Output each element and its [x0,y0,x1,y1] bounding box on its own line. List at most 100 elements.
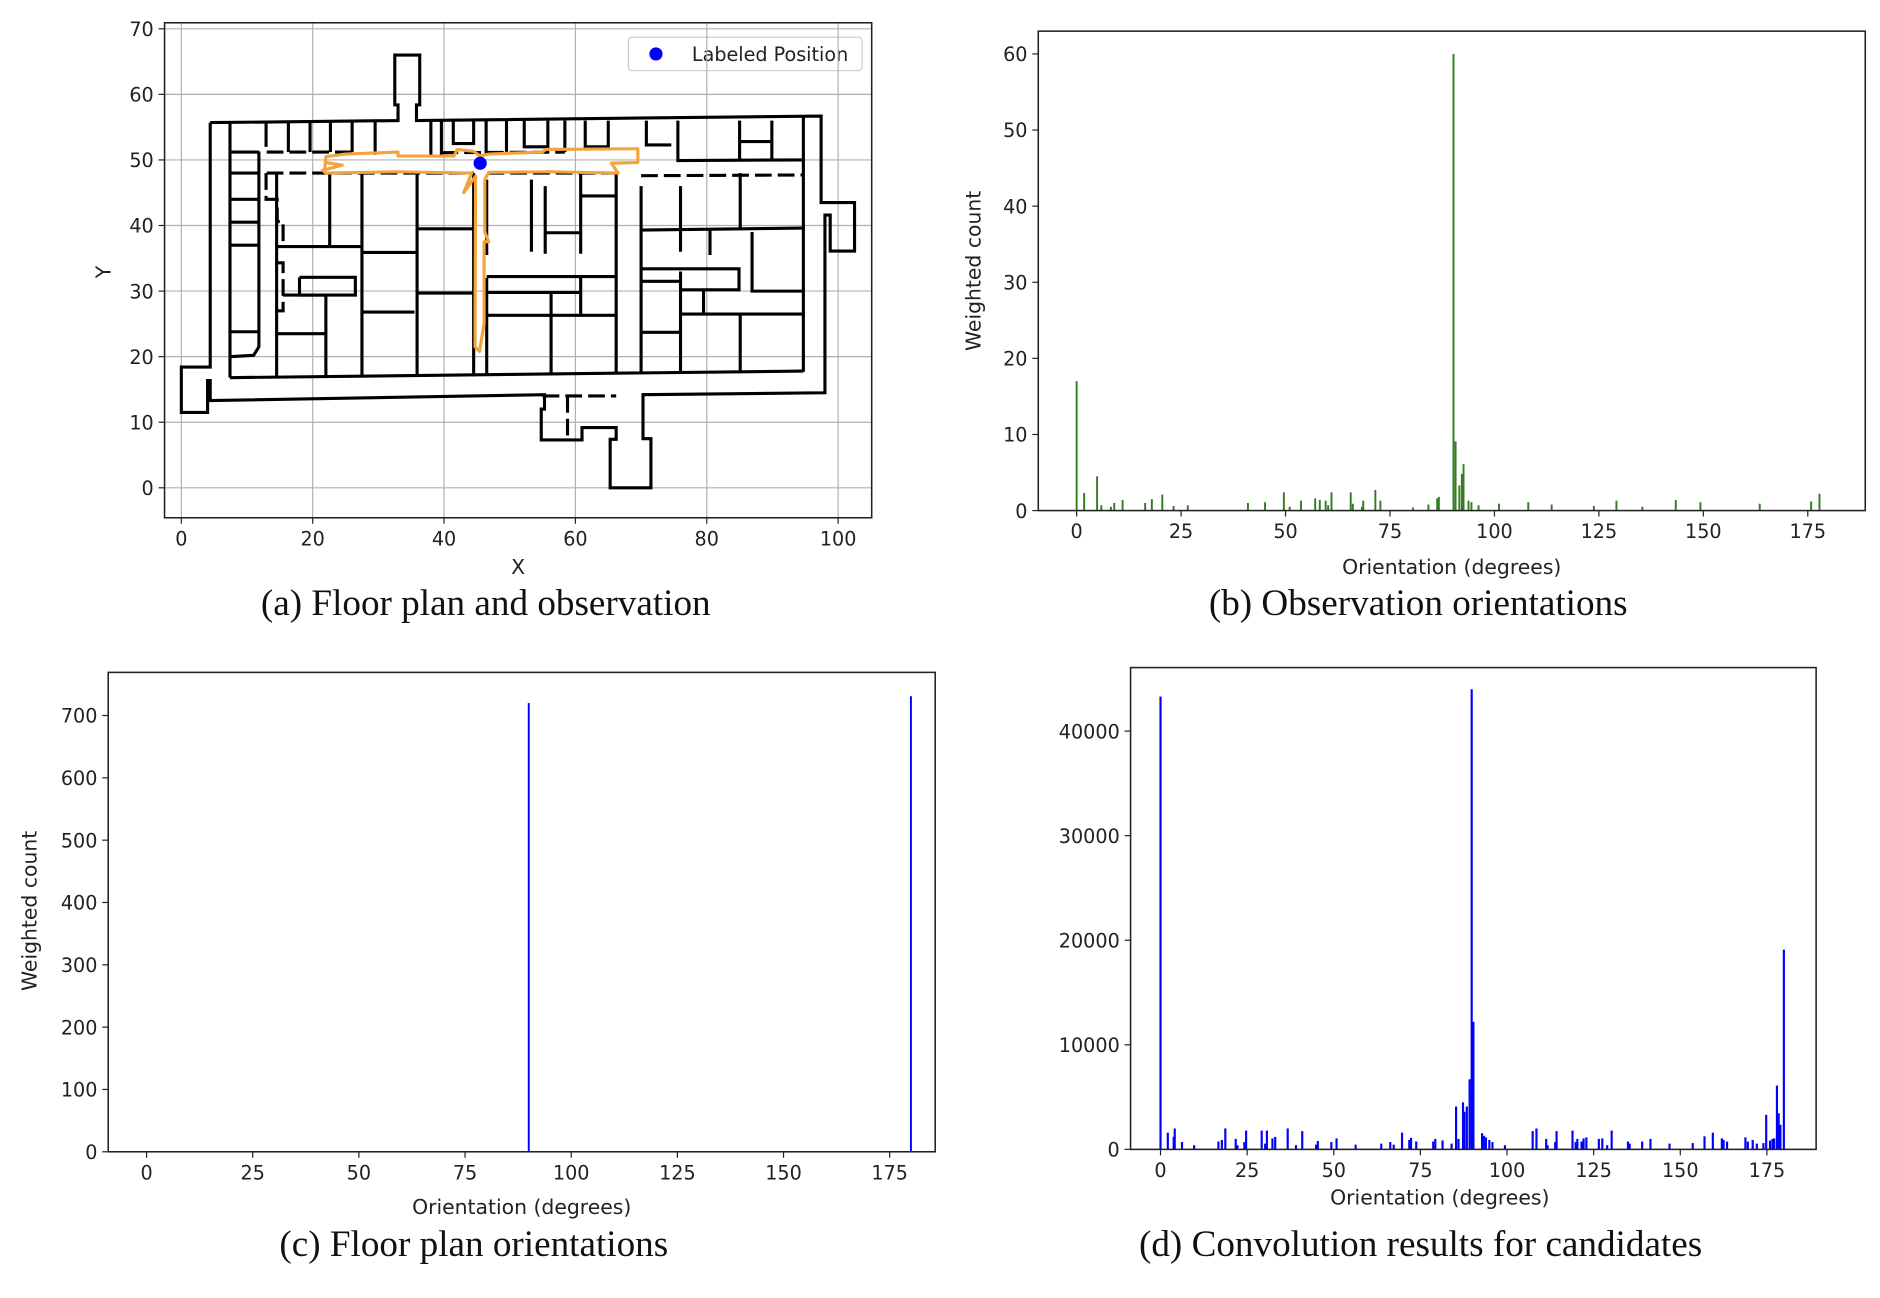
bar [1282,492,1285,511]
bar [1075,381,1078,511]
y-tick-label: 20 [129,346,153,369]
plot-area [1159,689,1785,1150]
bar [1711,1132,1714,1150]
bar [1470,502,1473,511]
bar [1324,500,1327,511]
bar [1468,1079,1471,1150]
panel-b-xlabel: Orientation (degrees) [1342,555,1561,579]
bar [1531,1131,1534,1150]
bar [1550,504,1553,511]
bar [1580,1141,1583,1150]
panel-a-xlabel: X [511,555,525,579]
bar [1109,506,1112,511]
bar [1574,1142,1577,1150]
bar [1243,1142,1246,1150]
x-tick-label: 80 [695,527,719,550]
bar [1166,1132,1169,1150]
x-tick-label: 20 [300,527,324,550]
bar [1527,502,1530,511]
bar [1415,1141,1418,1150]
y-tick-label: 0 [1015,500,1027,523]
bar [1234,1138,1237,1150]
bar [1484,1137,1487,1150]
wall [208,53,857,490]
bar [1491,1142,1494,1150]
x-tick-label: 0 [140,1161,152,1184]
bar [1555,1131,1558,1150]
bar [1649,1138,1652,1150]
labeled-position-marker [473,156,487,170]
bar [1260,1130,1263,1150]
y-tick-label: 40000 [1059,720,1120,743]
bar [1746,1141,1749,1150]
bar [1294,1145,1298,1150]
bar [1450,1143,1453,1150]
bar [1301,1131,1304,1150]
bar [1335,1138,1338,1150]
bar [1779,1124,1782,1150]
wall [451,120,476,146]
bar [1434,1138,1437,1150]
y-tick-label: 400 [61,892,98,915]
x-tick-label: 60 [563,527,587,550]
panel-b: Orientation (degrees) Weighted count (b)… [962,30,1867,624]
x-tick-label: 100 [1476,520,1513,543]
x-tick-label: 150 [765,1161,802,1184]
y-tick-label: 60 [129,84,153,107]
wall [297,275,357,297]
x-tick-label: 25 [1235,1159,1259,1182]
y-tick-label: 40 [129,215,153,238]
y-tick-label: 0 [1108,1139,1120,1162]
bar [1362,500,1365,511]
bar [1758,503,1761,511]
x-tick-label: 0 [1071,520,1083,543]
x-tick-label: 100 [553,1161,590,1184]
wall-dashed [264,173,285,247]
panel-a-ylabel: Y [92,265,116,279]
x-tick-label: 0 [1154,1159,1166,1182]
bar [1775,1085,1779,1150]
panel-d-xlabel: Orientation (degrees) [1330,1186,1549,1210]
y-tick-label: 0 [142,477,154,500]
y-tick-label: 700 [61,705,98,728]
bar [1751,1139,1754,1150]
bar [1576,1138,1579,1150]
bar [1351,503,1354,511]
bar [1236,1145,1239,1150]
panel-b-caption: (b) Observation orientations [1209,583,1628,624]
wall [229,369,804,380]
bar [1361,506,1363,511]
x-tick-label: 150 [1685,520,1722,543]
x-tick-label: 125 [1575,1159,1612,1182]
bar [1601,1138,1604,1150]
x-tick-label: 125 [1581,520,1618,543]
y-tick-label: 30000 [1059,825,1120,848]
wall [644,120,672,147]
bar [1180,1142,1184,1150]
bar [1482,1135,1485,1150]
bar [1480,1133,1484,1150]
bar [1246,502,1249,511]
bar [1762,1143,1765,1150]
bar [1150,499,1153,511]
bar [1592,506,1595,511]
bar [1392,1144,1395,1150]
bar [1113,502,1116,511]
bar [1810,501,1813,511]
bar [1300,500,1302,511]
plot-area [527,696,912,1152]
bar [1193,1145,1196,1150]
y-tick-label: 20000 [1059,929,1120,952]
bar [1725,1141,1729,1150]
x-tick-label: 125 [659,1161,696,1184]
bar [1477,505,1480,511]
bar [1330,1142,1333,1150]
wall [179,122,212,414]
bar [1096,476,1099,511]
x-tick-label: 75 [453,1161,477,1184]
y-tick-label: 70 [129,18,153,41]
bar [1349,492,1352,511]
legend: Labeled Position [627,36,863,72]
bar [1224,1128,1227,1150]
bar [1452,53,1455,511]
